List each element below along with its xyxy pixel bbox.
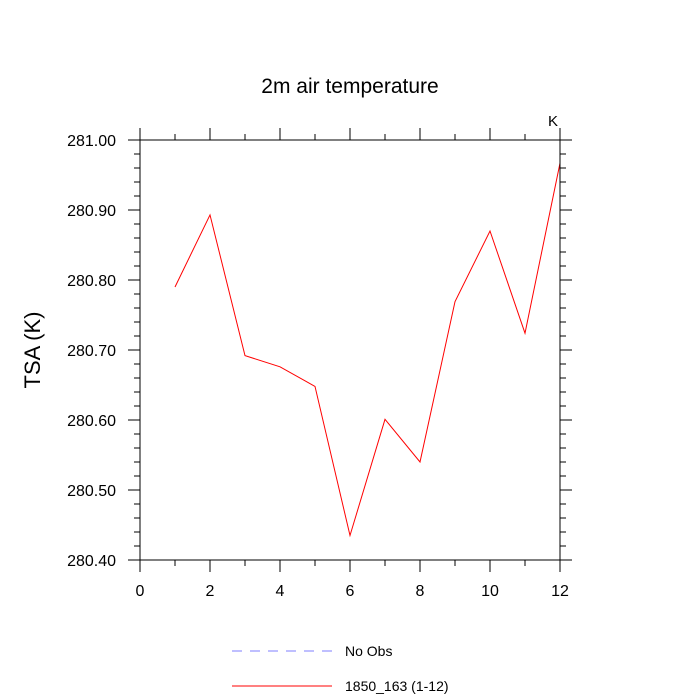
series-layer xyxy=(174,162,561,538)
x-tick-label: 2 xyxy=(206,583,215,600)
series-line xyxy=(174,162,561,538)
y-tick-label: 280.70 xyxy=(67,343,116,360)
x-tick-label: 8 xyxy=(416,583,425,600)
legend-label: 1850_163 (1-12) xyxy=(345,678,449,694)
x-tick-label: 12 xyxy=(551,583,569,600)
legend-label: No Obs xyxy=(345,643,392,659)
y-tick-label: 280.50 xyxy=(67,483,116,500)
y-tick-label: 281.00 xyxy=(67,133,116,150)
y-tick-label: 280.60 xyxy=(67,413,116,430)
chart-title: 2m air temperature xyxy=(261,75,438,98)
y-tick-label: 280.90 xyxy=(67,203,116,220)
x-tick-label: 0 xyxy=(136,583,145,600)
x-tick-labels: 0 2 4 6 8 10 12 xyxy=(136,583,569,600)
unit-label: K xyxy=(548,113,558,130)
x-tick-label: 4 xyxy=(276,583,285,600)
plot-frame xyxy=(139,139,561,561)
y-axis-label: TSA (K) xyxy=(20,311,45,388)
y-tick-label: 280.40 xyxy=(67,553,116,570)
y-tick-label: 280.80 xyxy=(67,273,116,290)
legend: No Obs 1850_163 (1-12) xyxy=(232,643,449,694)
y-tick-labels: 280.40 280.50 280.60 280.70 280.80 280.90 281.… xyxy=(67,133,116,570)
x-tick-label: 10 xyxy=(481,583,499,600)
x-tick-label: 6 xyxy=(346,583,355,600)
axis-ticks xyxy=(128,128,572,572)
